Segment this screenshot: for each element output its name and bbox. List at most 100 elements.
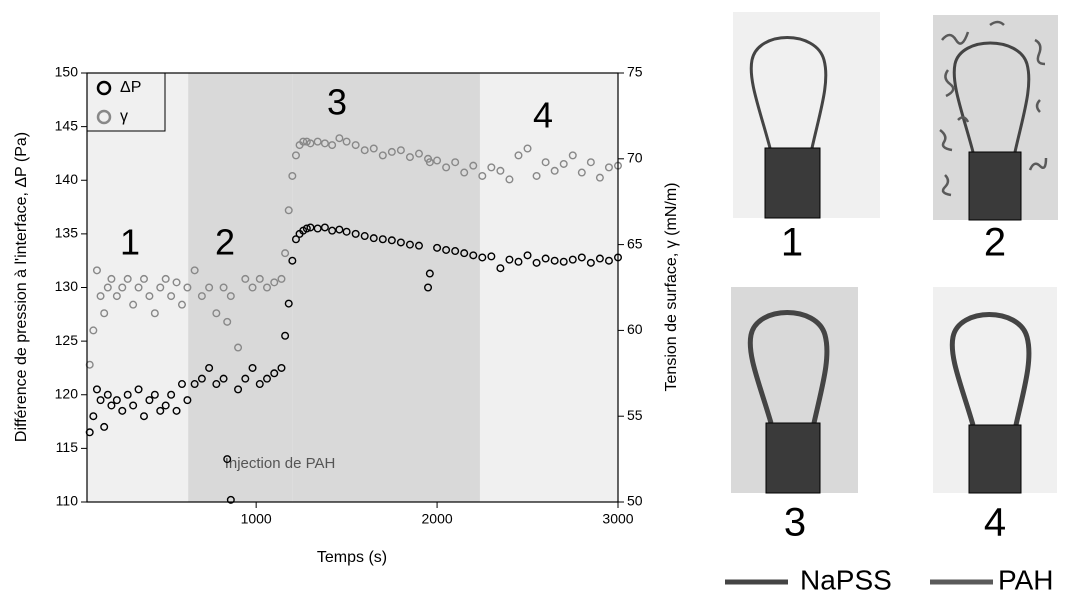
x-tick-label: 3000 bbox=[602, 511, 633, 527]
point bbox=[451, 247, 460, 256]
panel-label: 1 bbox=[781, 221, 803, 265]
point bbox=[532, 171, 541, 180]
point bbox=[442, 245, 451, 254]
point bbox=[177, 300, 186, 309]
point bbox=[145, 292, 154, 301]
point bbox=[123, 390, 132, 399]
point bbox=[205, 363, 214, 372]
point bbox=[291, 151, 300, 160]
point bbox=[460, 249, 469, 258]
point bbox=[559, 257, 568, 266]
point bbox=[197, 292, 206, 301]
point bbox=[107, 401, 116, 410]
region bbox=[188, 73, 293, 502]
point bbox=[205, 283, 214, 292]
point bbox=[487, 163, 496, 172]
y2-tick-label: 50 bbox=[627, 493, 643, 509]
point bbox=[100, 309, 109, 318]
point bbox=[96, 396, 105, 405]
point bbox=[496, 264, 505, 273]
y-tick-label: 140 bbox=[55, 171, 79, 187]
point bbox=[277, 274, 286, 283]
region-label: 4 bbox=[533, 95, 553, 136]
region bbox=[292, 73, 480, 502]
point bbox=[112, 292, 121, 301]
point bbox=[414, 241, 423, 250]
point bbox=[212, 380, 221, 389]
point bbox=[167, 390, 176, 399]
point bbox=[559, 159, 568, 168]
point bbox=[89, 412, 98, 421]
point bbox=[369, 234, 378, 243]
point bbox=[150, 390, 159, 399]
point bbox=[123, 274, 132, 283]
region bbox=[87, 73, 189, 502]
point bbox=[270, 369, 279, 378]
point bbox=[150, 309, 159, 318]
panel-label: 4 bbox=[984, 501, 1006, 545]
point bbox=[320, 223, 329, 232]
point bbox=[241, 374, 250, 383]
point bbox=[129, 300, 138, 309]
point bbox=[234, 385, 243, 394]
point bbox=[469, 161, 478, 170]
point bbox=[451, 158, 460, 167]
drop bbox=[747, 310, 830, 424]
point bbox=[313, 137, 322, 146]
x-tick-label: 1000 bbox=[241, 511, 272, 527]
point bbox=[234, 343, 243, 352]
point bbox=[219, 283, 228, 292]
plot: 1 2 3 4 Injection de PAH 110 115 120 125 130 135 14… bbox=[55, 64, 643, 527]
point bbox=[478, 171, 487, 180]
point bbox=[586, 158, 595, 167]
point bbox=[92, 385, 101, 394]
point bbox=[145, 396, 154, 405]
point bbox=[505, 175, 514, 184]
point bbox=[595, 254, 604, 263]
point bbox=[96, 292, 105, 301]
point bbox=[190, 380, 199, 389]
point bbox=[161, 401, 170, 410]
point bbox=[281, 249, 290, 258]
legend-marker bbox=[96, 80, 112, 96]
y2-tick-label: 75 bbox=[627, 64, 643, 80]
legend-label: PAH bbox=[998, 564, 1054, 595]
point bbox=[226, 292, 235, 301]
point bbox=[550, 166, 559, 175]
y-axis-label: Différence de pression à l'interface, ΔP… bbox=[13, 132, 30, 442]
region bbox=[479, 73, 618, 502]
y-tick-label: 130 bbox=[55, 278, 79, 294]
point bbox=[496, 166, 505, 175]
point bbox=[514, 151, 523, 160]
point bbox=[139, 274, 148, 283]
point bbox=[299, 137, 308, 146]
point bbox=[284, 206, 293, 215]
point bbox=[342, 137, 351, 146]
point bbox=[103, 390, 112, 399]
point bbox=[156, 283, 165, 292]
point bbox=[212, 309, 221, 318]
capillary bbox=[765, 422, 821, 494]
point bbox=[328, 226, 337, 235]
point bbox=[226, 495, 235, 504]
point bbox=[284, 299, 293, 308]
y-tick-label: 125 bbox=[55, 332, 79, 348]
y2-tick-label: 60 bbox=[627, 321, 643, 337]
plot-frame bbox=[86, 72, 619, 503]
point bbox=[263, 283, 272, 292]
point bbox=[270, 278, 279, 287]
point bbox=[351, 229, 360, 238]
point bbox=[505, 255, 514, 264]
point bbox=[241, 274, 250, 283]
free-chains bbox=[939, 20, 1048, 197]
point bbox=[351, 141, 360, 150]
point bbox=[568, 255, 577, 264]
point bbox=[433, 243, 442, 252]
point bbox=[541, 254, 550, 263]
point bbox=[387, 147, 396, 156]
point bbox=[89, 326, 98, 335]
point bbox=[568, 151, 577, 160]
y-tick-label: 145 bbox=[55, 117, 79, 133]
point bbox=[248, 283, 257, 292]
